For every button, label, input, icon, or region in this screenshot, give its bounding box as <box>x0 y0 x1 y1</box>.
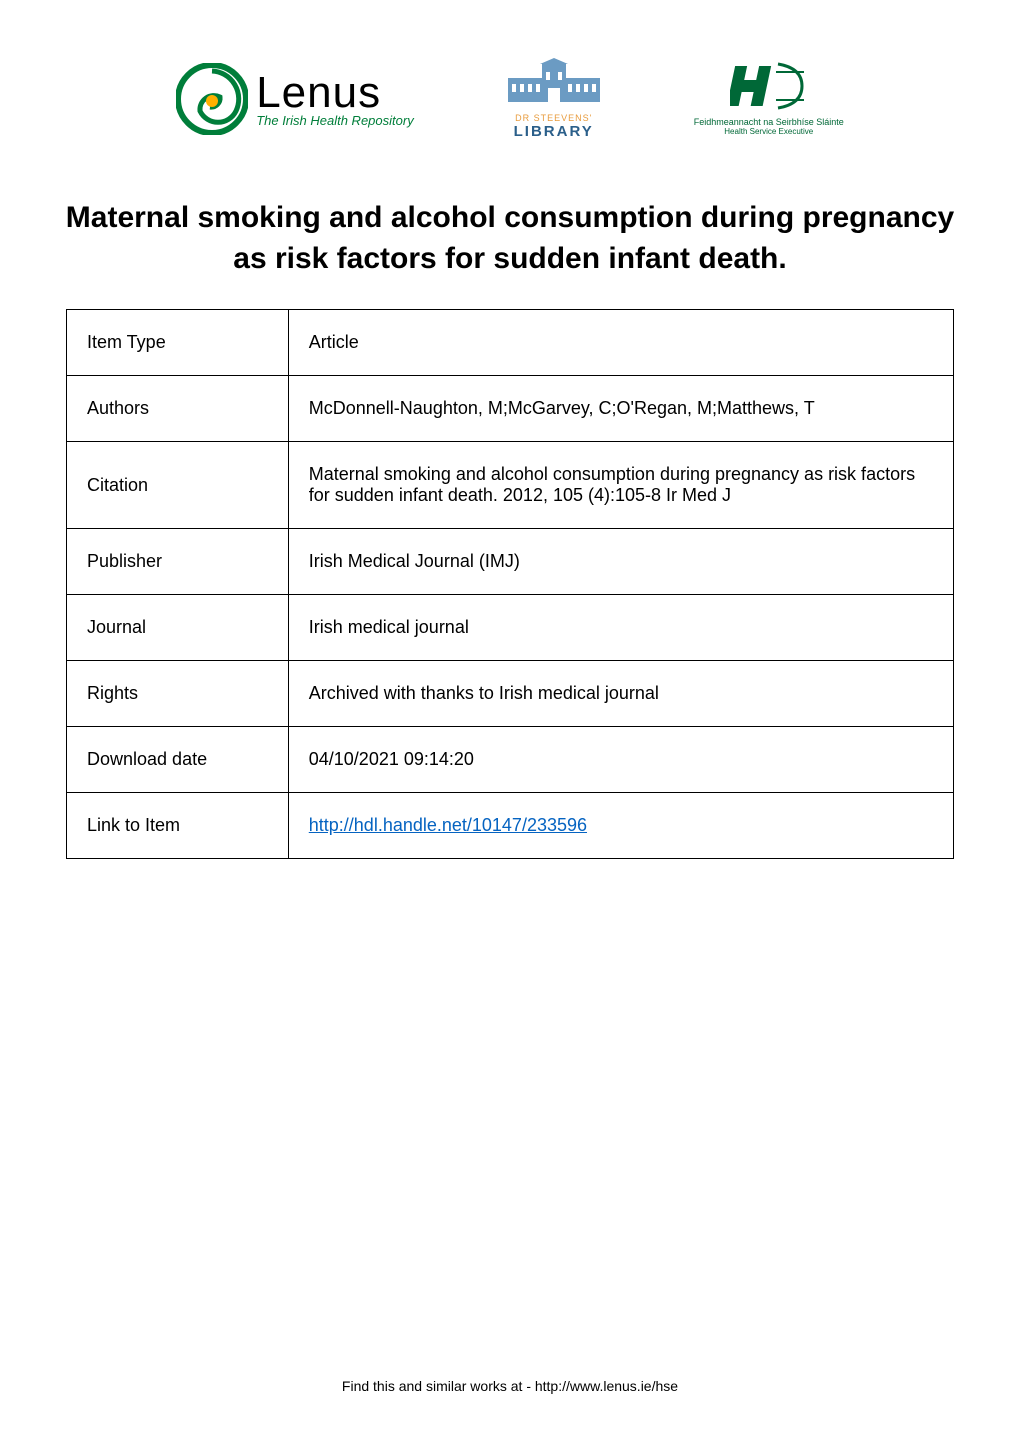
metadata-value: McDonnell-Naughton, M;McGarvey, C;O'Rega… <box>288 376 953 442</box>
table-row: CitationMaternal smoking and alcohol con… <box>67 442 954 529</box>
hse-symbol-icon <box>730 62 808 115</box>
steevens-building-icon <box>504 58 604 111</box>
table-row: RightsArchived with thanks to Irish medi… <box>67 661 954 727</box>
metadata-value: 04/10/2021 09:14:20 <box>288 727 953 793</box>
item-link[interactable]: http://hdl.handle.net/10147/233596 <box>309 815 587 835</box>
metadata-label: Item Type <box>67 310 289 376</box>
lenus-logo: Lenus The Irish Health Repository <box>176 63 414 135</box>
lenus-subtitle: The Irish Health Repository <box>256 113 414 128</box>
table-row: PublisherIrish Medical Journal (IMJ) <box>67 529 954 595</box>
footer-text: Find this and similar works at - http://… <box>0 1378 1020 1394</box>
metadata-value: Irish medical journal <box>288 595 953 661</box>
table-row: Link to Item http://hdl.handle.net/10147/… <box>67 793 954 859</box>
steevens-label-top: DR STEEVENS' <box>515 113 592 123</box>
metadata-label: Link to Item <box>67 793 289 859</box>
steevens-logo: DR STEEVENS' LIBRARY <box>504 58 604 140</box>
metadata-label: Download date <box>67 727 289 793</box>
lenus-spiral-icon <box>176 63 248 135</box>
metadata-label: Authors <box>67 376 289 442</box>
metadata-label: Journal <box>67 595 289 661</box>
hse-label-en: Health Service Executive <box>724 127 813 136</box>
hse-logo: Feidhmeannacht na Seirbhíse Sláinte Heal… <box>694 62 844 136</box>
metadata-label: Citation <box>67 442 289 529</box>
header-logos: Lenus The Irish Health Repository <box>0 0 1020 170</box>
hse-label-ga: Feidhmeannacht na Seirbhíse Sláinte <box>694 117 844 127</box>
metadata-value: Irish Medical Journal (IMJ) <box>288 529 953 595</box>
metadata-label: Rights <box>67 661 289 727</box>
page-title: Maternal smoking and alcohol consumption… <box>0 170 1020 309</box>
table-row: Download date04/10/2021 09:14:20 <box>67 727 954 793</box>
metadata-value: Archived with thanks to Irish medical jo… <box>288 661 953 727</box>
metadata-value: Article <box>288 310 953 376</box>
lenus-title: Lenus <box>256 71 414 115</box>
table-row: Item TypeArticle <box>67 310 954 376</box>
table-row: AuthorsMcDonnell-Naughton, M;McGarvey, C… <box>67 376 954 442</box>
lenus-text: Lenus The Irish Health Repository <box>256 71 414 128</box>
metadata-tbody: Item TypeArticleAuthorsMcDonnell-Naughto… <box>67 310 954 859</box>
metadata-value: http://hdl.handle.net/10147/233596 <box>288 793 953 859</box>
steevens-label-bottom: LIBRARY <box>514 123 594 140</box>
table-row: JournalIrish medical journal <box>67 595 954 661</box>
metadata-table: Item TypeArticleAuthorsMcDonnell-Naughto… <box>66 309 954 859</box>
metadata-label: Publisher <box>67 529 289 595</box>
metadata-value: Maternal smoking and alcohol consumption… <box>288 442 953 529</box>
